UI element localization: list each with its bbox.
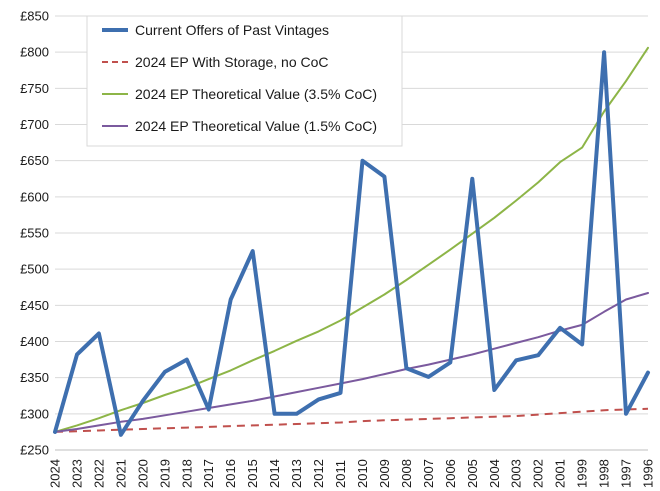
legend-label: 2024 EP Theoretical Value (1.5% CoC) xyxy=(135,118,377,134)
x-tick-label: 2014 xyxy=(267,459,282,488)
series-line-0 xyxy=(53,50,650,437)
x-tick-label: 2003 xyxy=(509,459,524,488)
x-tick-label: 2019 xyxy=(157,459,172,488)
y-tick-label: £550 xyxy=(20,226,49,241)
series-line-3 xyxy=(54,292,649,433)
x-tick-label: 2012 xyxy=(311,459,326,488)
legend-label: Current Offers of Past Vintages xyxy=(135,22,329,38)
x-tick-label: 2020 xyxy=(135,459,150,488)
legend-box xyxy=(86,15,403,147)
y-tick-label: £750 xyxy=(20,81,49,96)
legend: Current Offers of Past Vintages 2024 EP W… xyxy=(86,15,403,147)
x-tick-label: 2010 xyxy=(355,459,370,488)
x-tick-label: 1999 xyxy=(575,459,590,488)
x-tick-label: 2021 xyxy=(113,459,128,488)
y-tick-label: £650 xyxy=(20,153,49,168)
x-tick-label: 2024 xyxy=(48,459,63,488)
x-tick-label: 2001 xyxy=(553,459,568,488)
series-line-2 xyxy=(54,46,649,433)
y-tick-label: £450 xyxy=(20,298,49,313)
series-line-1 xyxy=(54,407,649,433)
x-tick-label: 2011 xyxy=(333,460,348,488)
y-axis-tick-labels: £250 £300 £350 £400 £450 £500 £550 £600 £650 £700… xyxy=(20,9,49,458)
x-tick-label: 2023 xyxy=(69,459,84,488)
x-tick-label: 2016 xyxy=(223,459,238,488)
y-tick-label: £600 xyxy=(20,189,49,204)
x-tick-label: 2002 xyxy=(531,459,546,488)
x-tick-label: 2017 xyxy=(201,459,216,488)
x-tick-label: 2013 xyxy=(289,459,304,488)
x-tick-label: 2009 xyxy=(377,459,392,488)
series-lines xyxy=(53,46,650,437)
x-tick-label: 2005 xyxy=(465,459,480,488)
x-tick-label: 2006 xyxy=(443,459,458,488)
y-tick-label: £250 xyxy=(20,443,49,458)
x-tick-label: 2022 xyxy=(91,459,106,488)
x-tick-label: 2015 xyxy=(245,459,260,488)
x-tick-label: 2007 xyxy=(421,459,436,488)
x-tick-label: 2018 xyxy=(179,459,194,488)
y-tick-label: £850 xyxy=(20,9,49,24)
y-tick-label: £350 xyxy=(20,370,49,385)
legend-label: 2024 EP Theoretical Value (3.5% CoC) xyxy=(135,86,377,102)
legend-label: 2024 EP With Storage, no CoC xyxy=(135,54,329,70)
x-tick-label: 1997 xyxy=(619,459,634,488)
x-tick-label: 1998 xyxy=(597,459,612,488)
y-tick-label: £400 xyxy=(20,334,49,349)
x-tick-label: 2008 xyxy=(399,459,414,488)
y-tick-label: £300 xyxy=(20,406,49,421)
y-tick-label: £800 xyxy=(20,45,49,60)
x-tick-label: 1996 xyxy=(641,459,656,488)
x-axis-tick-labels: 2024 2023 2022 2021 2020 2019 2018 2017 2016 2015… xyxy=(48,459,656,488)
y-tick-label: £700 xyxy=(20,117,49,132)
y-tick-label: £500 xyxy=(20,262,49,277)
x-tick-label: 2004 xyxy=(487,459,502,488)
